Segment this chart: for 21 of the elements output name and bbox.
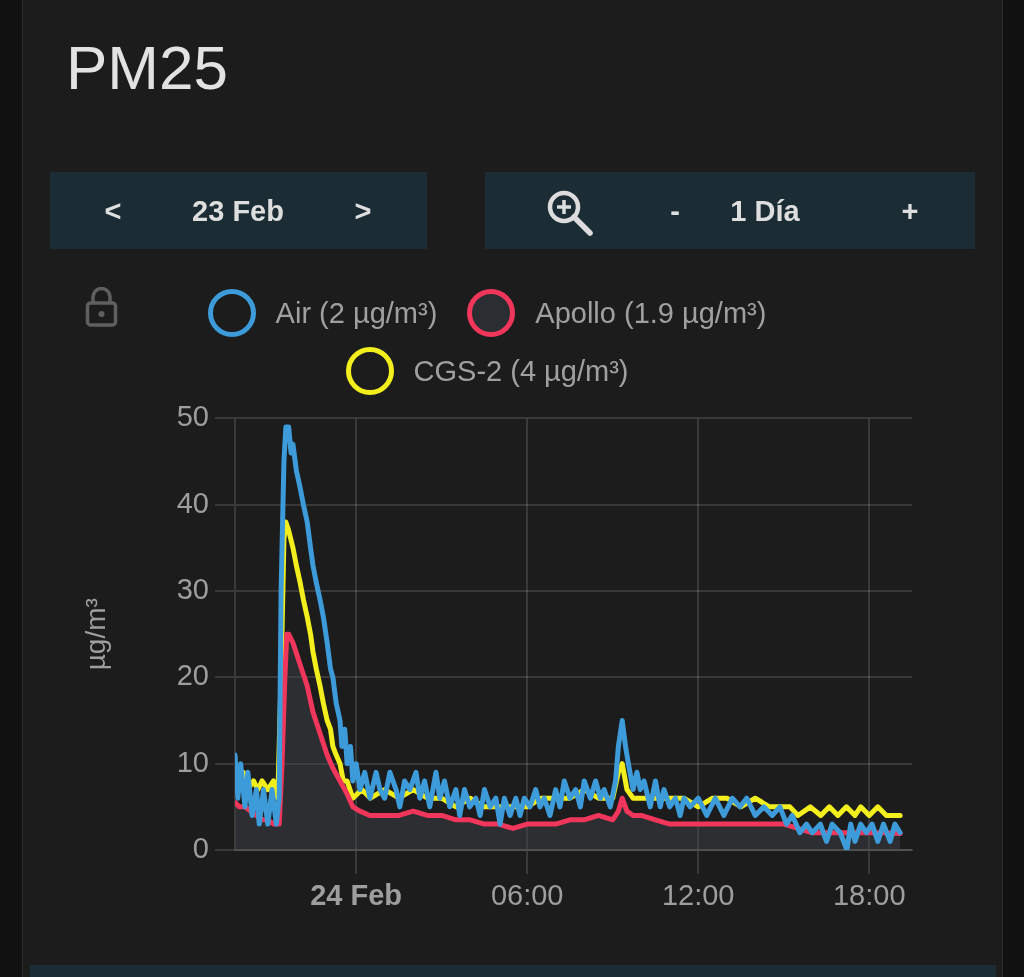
y-tick-label: 30 [176, 573, 209, 606]
y-tick-label: 50 [176, 400, 209, 433]
text: + [901, 194, 919, 227]
y-tick-label: 10 [176, 745, 209, 778]
text: 1 Día [730, 194, 800, 227]
x-tick-label: 18:00 [832, 879, 906, 912]
y-tick-label: 40 [176, 486, 209, 519]
legend-label: Apollo (1.9 µg/m³) [535, 296, 767, 330]
y-tick-label: 20 [176, 659, 209, 692]
text: - [670, 194, 680, 227]
legend-label: Air (2 µg/m³) [275, 296, 438, 330]
x-tick-label: 06:00 [490, 879, 564, 912]
text: < [104, 194, 122, 227]
x-tick-label: 24 Feb [310, 879, 403, 912]
y-axis-title: µg/m³ [79, 598, 111, 671]
x-tick-label: 12:00 [661, 879, 735, 912]
legend-label: CGS-2 (4 µg/m³) [413, 354, 629, 388]
y-tick-label: 0 [192, 832, 209, 864]
chart-title: PM25 [66, 33, 228, 102]
text: 23 Feb [192, 194, 284, 227]
text: > [354, 194, 372, 227]
